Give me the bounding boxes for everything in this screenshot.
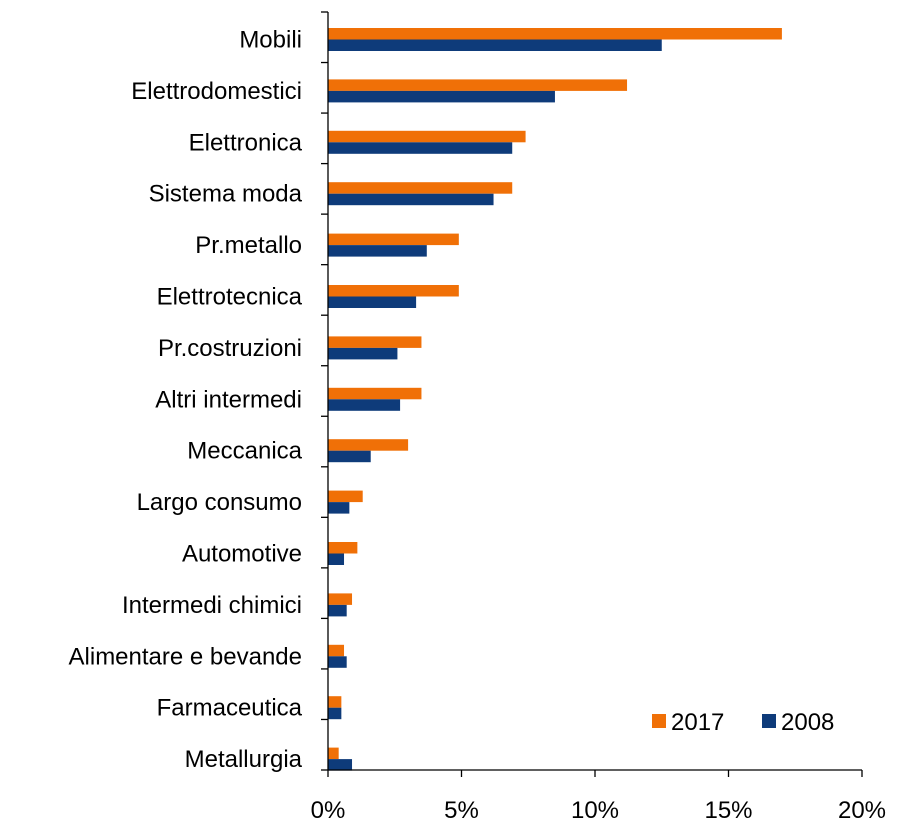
bar-2008-alimentare-e-bevande — [328, 656, 347, 668]
bar-2017-elettrodomestici — [328, 79, 628, 91]
bar-2008-elettrodomestici — [328, 90, 555, 103]
bar-2008-meccanica — [328, 450, 371, 463]
category-label-sistema-moda: Sistema moda — [149, 181, 303, 208]
bar-2008-largo-consumo — [328, 502, 350, 514]
x-tick-label: 0% — [311, 797, 346, 824]
bar-2017-metallurgia — [328, 747, 339, 760]
x-tick-label: 10% — [571, 797, 619, 824]
legend-swatch-2017 — [652, 714, 666, 728]
category-label-elettronica: Elettronica — [189, 129, 303, 156]
bar-2008-altri-intermedi — [328, 399, 401, 411]
y-axis — [321, 11, 329, 771]
category-label-metallurgia: Metallurgia — [185, 746, 303, 773]
bar-2008-sistema-moda — [328, 193, 494, 206]
x-tick-label: 20% — [838, 797, 886, 824]
category-label-elettrotecnica: Elettrotecnica — [157, 284, 303, 311]
bar-2017-elettronica — [328, 130, 526, 143]
category-label-elettrodomestici: Elettrodomestici — [131, 78, 302, 105]
x-tick-label: 15% — [704, 797, 752, 824]
bar-2017-automotive — [328, 542, 358, 554]
bar-2017-farmaceutica — [328, 696, 342, 708]
legend-label-2017: 2017 — [671, 709, 724, 736]
bar-2017-sistema-moda — [328, 182, 513, 194]
bar-2008-farmaceutica — [328, 707, 342, 720]
bars-group — [328, 28, 782, 771]
category-label-intermedi-chimici: Intermedi chimici — [122, 592, 302, 619]
x-tick-label: 5% — [444, 797, 479, 824]
bar-2017-pr-metallo — [328, 233, 459, 246]
bar-2017-pr-costruzioni — [328, 336, 422, 348]
bar-2017-alimentare-e-bevande — [328, 644, 345, 657]
bar-2008-elettronica — [328, 142, 513, 154]
category-label-meccanica: Meccanica — [187, 438, 302, 465]
bar-2008-automotive — [328, 553, 345, 565]
legend-label-2008: 2008 — [781, 709, 834, 736]
category-labels: Mobili Elettrodomestici Elettronica Sistema… — [69, 27, 303, 774]
bar-2008-mobili — [328, 39, 662, 51]
category-label-altri-intermedi: Altri intermedi — [155, 386, 302, 413]
bar-2017-largo-consumo — [328, 490, 363, 503]
bar-2017-elettrotecnica — [328, 285, 459, 297]
category-label-farmaceutica: Farmaceutica — [157, 695, 303, 722]
bar-2008-pr-costruzioni — [328, 347, 398, 360]
bar-2017-mobili — [328, 28, 782, 40]
category-label-mobili: Mobili — [239, 27, 302, 54]
legend: 2017 2008 — [652, 709, 834, 736]
bar-2008-elettrotecnica — [328, 296, 417, 308]
bar-2017-intermedi-chimici — [328, 593, 353, 605]
category-label-pr-costruzioni: Pr.costruzioni — [158, 335, 302, 362]
category-label-largo-consumo: Largo consumo — [137, 489, 302, 516]
bar-2008-metallurgia — [328, 759, 353, 771]
category-label-pr-metallo: Pr.metallo — [195, 232, 302, 259]
bar-2008-intermedi-chimici — [328, 604, 347, 617]
bar-2008-pr-metallo — [328, 245, 427, 257]
bar-2017-meccanica — [328, 439, 409, 451]
category-label-automotive: Automotive — [182, 541, 302, 568]
legend-swatch-2008 — [762, 714, 776, 728]
bar-2017-altri-intermedi — [328, 387, 422, 400]
category-label-alimentare-e-bevande: Alimentare e bevande — [69, 643, 302, 670]
x-axis: 0% 5% 10% 15% 20% — [311, 769, 886, 824]
